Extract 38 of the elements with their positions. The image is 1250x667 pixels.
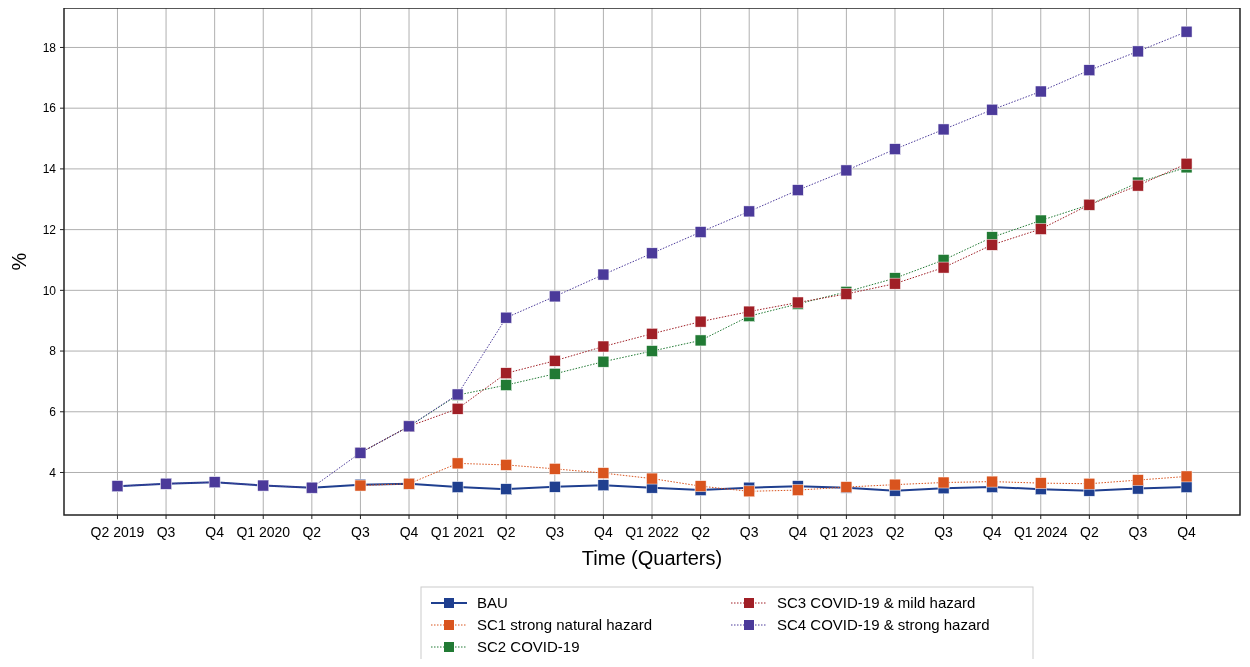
x-tick-label: Q2: [885, 524, 905, 540]
y-tick-label: 8: [49, 344, 57, 359]
x-tick-label: Q3: [545, 524, 565, 540]
x-tick-label: Q2 2019: [90, 524, 145, 540]
y-tick-label: 14: [42, 162, 57, 177]
x-tick-label: Q2: [691, 524, 711, 540]
y-tick-label: 10: [42, 283, 57, 298]
x-tick-label: Q2: [1080, 524, 1099, 540]
legend-label: SC3 COVID-19 & mild hazard: [777, 594, 976, 612]
x-tick-label: Q3: [156, 524, 176, 540]
x-tick-label: Q2: [302, 524, 322, 540]
x-tick-label: Q1 2021: [430, 524, 485, 540]
x-tick-label: Q4: [594, 524, 613, 540]
legend-label: SC4 COVID-19 & strong hazard: [777, 616, 990, 634]
y-tick-label: 6: [49, 404, 57, 419]
x-tick-label: Q1 2022: [625, 524, 680, 540]
x-tick-label: Q3: [739, 524, 759, 540]
x-tick-label: Q3: [934, 524, 954, 540]
x-tick-label: Q4: [982, 524, 1002, 540]
x-tick-label: Q1 2023: [819, 524, 874, 540]
y-tick-label: 18: [42, 40, 57, 55]
y-tick-label: 16: [42, 101, 57, 116]
y-axis-title: %: [8, 252, 30, 271]
x-tick-label: Q2: [496, 524, 516, 540]
x-tick-label: Q4: [788, 524, 808, 540]
y-tick-label: 12: [42, 222, 57, 237]
x-tick-label: Q4: [205, 524, 225, 540]
x-tick-label: Q1 2024: [1013, 524, 1068, 540]
legend-label: BAU: [477, 594, 508, 612]
x-tick-label: Q3: [1128, 524, 1148, 540]
x-tick-label: Q1 2020: [236, 524, 291, 540]
x-tick-label: Q3: [351, 524, 370, 540]
y-tick-label: 4: [49, 465, 57, 480]
x-tick-label: Q4: [1177, 524, 1197, 540]
x-axis-title: Time (Quarters): [581, 547, 723, 569]
legend-label: SC1 strong natural hazard: [477, 616, 653, 634]
legend-label: SC2 COVID-19: [477, 638, 580, 656]
x-tick-label: Q4: [399, 524, 419, 540]
